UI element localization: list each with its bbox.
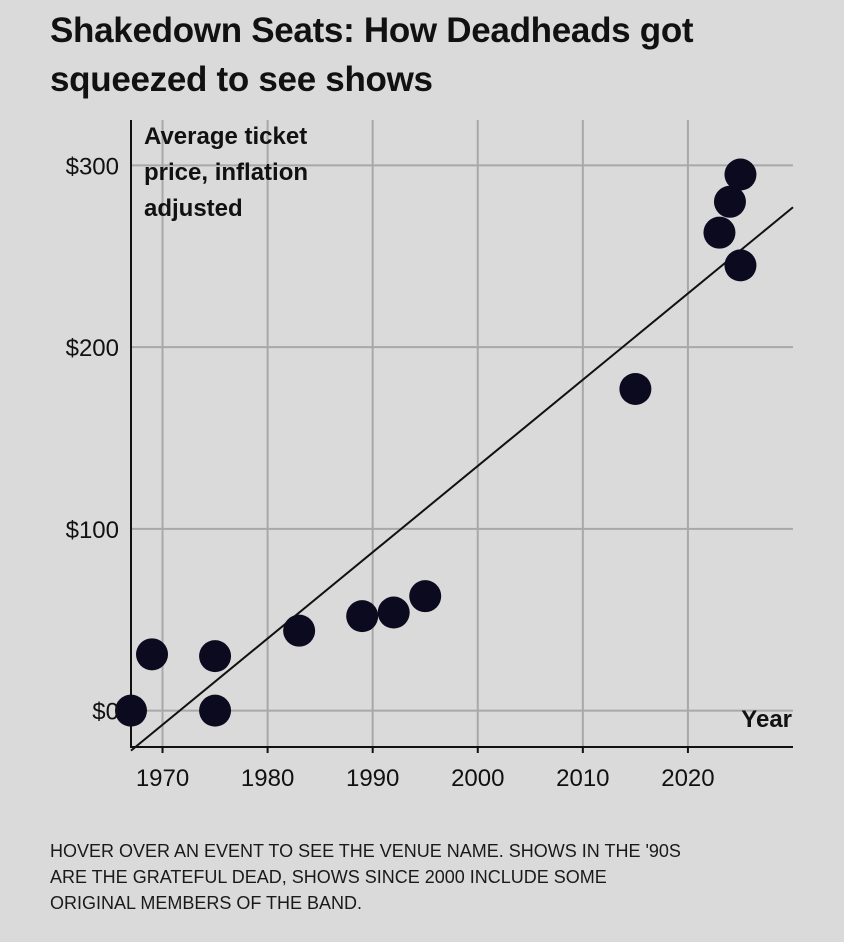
footnote-line: ARE THE GRATEFUL DEAD, SHOWS SINCE 2000 … — [50, 867, 607, 887]
x-tick-label: 1990 — [346, 765, 399, 792]
y-tick-label: $0 — [92, 699, 119, 726]
data-point[interactable]: 1975: $30 — [199, 640, 232, 673]
gridlines — [131, 120, 793, 747]
data-point[interactable]: 2025: $245 — [724, 249, 757, 282]
footnote: HOVER OVER AN EVENT TO SEE THE VENUE NAM… — [50, 838, 810, 916]
data-point[interactable]: 1989: $52 — [346, 600, 379, 633]
y-axis-label-line: Average ticket — [144, 123, 307, 150]
data-point[interactable]: 2023: $263 — [703, 216, 736, 249]
data-point[interactable]: 1995: $63 — [409, 580, 442, 613]
x-tick-label: 1970 — [136, 765, 189, 792]
axes — [130, 120, 793, 753]
x-axis-label: Year — [741, 706, 792, 733]
data-point[interactable]: 1983: $44 — [283, 614, 316, 647]
data-points[interactable]: 1967: $0 1969: $31 1975: $30 1975: $0 1983: … — [115, 158, 757, 727]
data-point[interactable]: 1969: $31 — [136, 638, 169, 671]
x-tick-label: 2010 — [556, 765, 609, 792]
data-point[interactable]: 2025: $295 — [724, 158, 757, 191]
x-tick-label: 1980 — [241, 765, 294, 792]
footnote-line: HOVER OVER AN EVENT TO SEE THE VENUE NAM… — [50, 841, 681, 861]
axis-labels: 1970 1980 1990 2000 2010 2020 $0 $100 $200 $300 Av… — [66, 123, 792, 792]
y-tick-label: $200 — [66, 335, 119, 362]
trend-line — [130, 206, 794, 752]
y-axis-label-line: adjusted — [144, 195, 243, 222]
y-tick-label: $300 — [66, 153, 119, 180]
x-tick-label: 2020 — [661, 765, 714, 792]
y-tick-label: $100 — [66, 517, 119, 544]
data-point[interactable]: 1967: $0 — [115, 694, 147, 727]
data-point[interactable]: 2015: $177 — [619, 372, 652, 405]
trendline-group — [130, 206, 794, 752]
chart-title: Shakedown Seats: How Deadheads got squee… — [50, 11, 694, 99]
data-point[interactable]: 1992: $54 — [377, 596, 410, 629]
data-point[interactable]: 2024: $280 — [713, 185, 746, 218]
x-tick-label: 2000 — [451, 765, 504, 792]
y-axis-label: Average ticket price, inflation adjusted — [144, 123, 308, 222]
data-point[interactable]: 1975: $0 — [199, 694, 232, 727]
footnote-line: ORIGINAL MEMBERS OF THE BAND. — [50, 893, 363, 913]
y-axis-label-line: price, inflation — [144, 159, 308, 186]
